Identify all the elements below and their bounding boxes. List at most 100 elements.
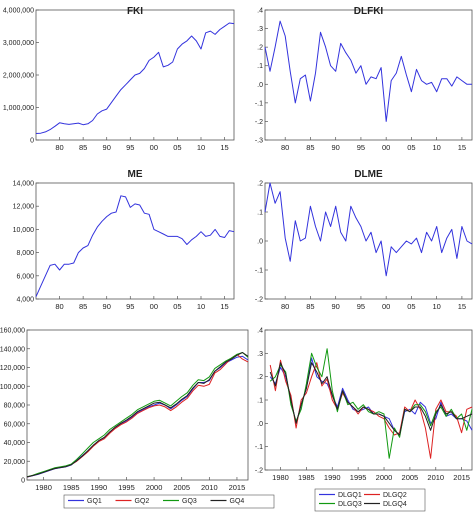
gq-legend-entry: GQ3 [182,498,197,505]
dlfki-xtick-label: 85 [306,143,314,152]
dlfki-xtick-label: 10 [432,143,440,152]
gq-ytick-label: 140,000 [0,346,25,353]
dlgq-legend-entry: DLGQ1 [338,492,362,499]
fki-series-line-0 [35,22,235,134]
dlfki-xtick-label: 80 [281,143,289,152]
gq-series-line-gq1 [26,355,249,478]
gq-xtick-label: 2000 [146,483,163,492]
dlme-xtick-label: 15 [458,302,466,311]
fki-ytick-label: 4,000,000 [3,8,34,15]
gq-legend-entry: GQ4 [230,498,245,505]
fki-xtick-label: 90 [103,143,111,152]
me-title: ME [128,169,143,180]
dlme-xtick-label: 95 [357,302,365,311]
fki-ytick-label: 0 [30,138,34,145]
dlgq-ytick-label: .2 [257,374,263,381]
dlfki-xtick-label: 15 [458,143,466,152]
gq-xtick-label: 2005 [173,483,190,492]
dlgq-legend-entry: DLGQ4 [383,501,407,508]
gq-xtick-label: 1985 [63,483,80,492]
dlme-ytick-label: -.1 [255,268,263,275]
dlfki-panel: DLFKI .4 .3 .2 .1 .0 -.1 -.2 -.3 80 85 90 95 00 05 10 15 [255,6,473,152]
gq-xtick-label: 1995 [118,483,135,492]
fki-title: FKI [127,6,143,17]
dlgq-xtick-label: 2000 [376,473,393,482]
gq-panel: 0 20,000 40,000 60,000 80,000 100,000 120,000 1… [0,328,275,509]
gq-ytick-label: 120,000 [0,365,25,372]
dlgq-ytick-label: -.1 [255,444,263,451]
dlgq-panel: .4 .3 .2 .1 .0 -.1 -.2 1980 1985 1990 1995 2000 2005… [255,328,473,512]
dlfki-xtick-label: 00 [382,143,390,152]
dlgq-ytick-label: .1 [257,398,263,405]
fki-xtick-label: 15 [220,143,228,152]
fki-xtick-label: 10 [197,143,205,152]
dlfki-xtick-label: 05 [407,143,415,152]
gq-ytick-label: 160,000 [0,328,25,335]
gq-series-line-gq4 [26,352,249,478]
dlgq-ytick-label: -.2 [255,468,263,475]
gq-legend-box [63,494,275,509]
dlgq-legend: DLGQ1 DLGQ2 DLGQ3 DLGQ4 [314,488,426,512]
dlgq-xtick-label: 1995 [350,473,367,482]
gq-xtick-label: 2015 [229,483,246,492]
dlgq-xtick-label: 2005 [402,473,419,482]
gq-ytick-label: 20,000 [4,459,26,466]
gq-legend-entry: GQ1 [87,498,102,505]
gq-series-line-gq3 [26,352,249,478]
fki-xtick-label: 80 [55,143,63,152]
dlfki-plot-frame [264,9,473,141]
dlfki-ytick-label: .1 [257,63,263,70]
dlme-xtick-label: 05 [407,302,415,311]
gq-legend: GQ1 GQ2 GQ3 GQ4 [63,494,275,509]
gq-ytick-label: 60,000 [4,421,26,428]
dlgq-xtick-label: 1990 [324,473,341,482]
dlfki-ytick-label: .0 [257,82,263,89]
dlme-plot-frame [264,182,473,300]
fki-ytick-label: 1,000,000 [3,105,34,112]
dlfki-ytick-label: .4 [257,8,263,15]
me-xtick-label: 15 [220,302,228,311]
dlgq-xtick-label: 2010 [427,473,444,482]
fki-ytick-label: 2,000,000 [3,73,34,80]
dlgq-ytick-label: .4 [257,328,263,335]
gq-ytick-label: 0 [21,478,25,485]
dlgq-legend-box [314,488,426,512]
dlme-panel: DLME .2 .1 .0 -.1 -.2 80 85 90 95 00 05 10 15 [255,169,473,311]
dlgq-xtick-label: 1985 [298,473,315,482]
dlgq-ytick-label: .0 [257,421,263,428]
dlme-xtick-label: 80 [281,302,289,311]
me-plot-frame [35,182,235,300]
dlgq-ytick-label: .3 [257,351,263,358]
me-xtick-label: 90 [103,302,111,311]
dlfki-ytick-label: .2 [257,45,263,52]
me-ytick-label: 12,000 [13,204,35,211]
fki-xtick-label: 05 [173,143,181,152]
gq-xtick-label: 1990 [90,483,107,492]
me-xtick-label: 80 [55,302,63,311]
dlfki-ytick-label: -.1 [255,100,263,107]
fki-xtick-label: 00 [150,143,158,152]
gq-xtick-label: 2010 [201,483,218,492]
dlme-series-line-0 [264,182,473,277]
dlfki-series-line-0 [264,20,472,122]
gq-ytick-label: 80,000 [4,403,26,410]
me-xtick-label: 05 [173,302,181,311]
me-ytick-label: 14,000 [13,181,35,188]
fki-xtick-label: 85 [79,143,87,152]
dlgq-series-line-dlgq4 [269,362,473,436]
gq-series-line-gq2 [26,353,249,478]
dlme-ytick-label: .2 [257,181,263,188]
dlgq-legend-entry: DLGQ3 [338,501,362,508]
dlme-xtick-label: 90 [332,302,340,311]
fki-xtick-label: 95 [126,143,134,152]
gq-ytick-label: 40,000 [4,440,26,447]
me-ytick-label: 10,000 [13,227,35,234]
dlgq-series-line-dlgq1 [269,357,473,436]
dlfki-ytick-label: .3 [257,26,263,33]
dlgq-xtick-label: 1980 [272,473,289,482]
dlme-xtick-label: 10 [432,302,440,311]
gq-ytick-label: 100,000 [0,384,25,391]
dlme-title: DLME [354,169,383,180]
